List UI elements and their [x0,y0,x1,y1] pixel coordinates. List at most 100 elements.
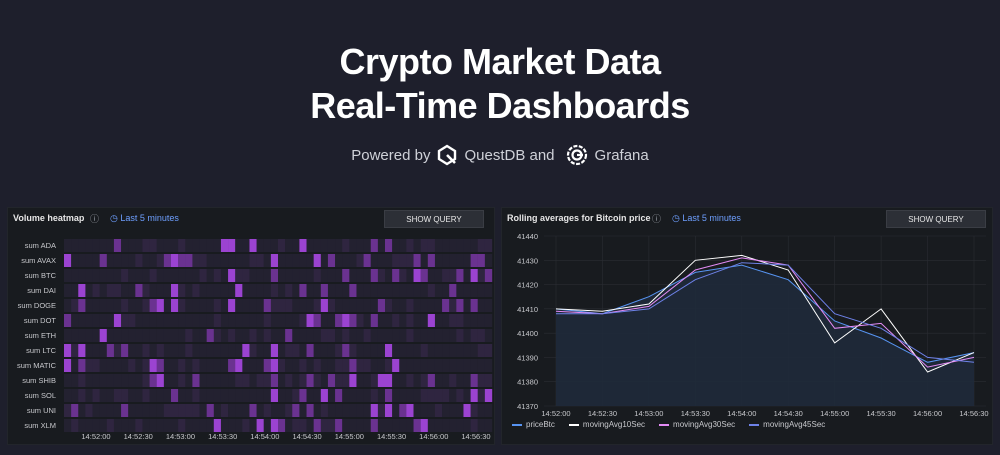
y-tick-label: 41410 [517,305,538,314]
heatmap-cell [242,404,250,417]
heatmap-cell [178,374,186,387]
heatmap-cell [92,269,100,282]
hero-section: Crypto Market Data Real-Time Dashboards … [0,0,1000,200]
heatmap-cell [320,329,329,342]
heatmap-cell [356,419,364,432]
heatmap-cell [178,254,186,267]
heatmap-cell [434,269,443,282]
heatmap-cell [228,239,236,252]
heatmap-cell [149,299,157,312]
show-query-button[interactable]: SHOW QUERY [384,210,484,228]
heatmap-cell [64,284,72,297]
heatmap-cell [370,314,379,327]
heatmap-cell [106,374,115,387]
heatmap-cell [370,374,379,387]
heatmap-cell [235,359,243,372]
heatmap-cell [220,419,229,432]
heatmap-cell [256,374,264,387]
legend-swatch [659,423,670,426]
heatmap-cell [220,254,229,267]
heatmap-cell [327,404,336,417]
heatmap-cell [64,359,72,372]
heatmap-cell [399,359,407,372]
heatmap-cell [99,284,107,297]
legend-swatch [749,423,760,426]
heatmap-cell [413,359,421,372]
heatmap-cell [413,329,421,342]
questdb-label[interactable]: QuestDB and [464,146,555,164]
heatmap-cell [99,299,107,312]
heatmap-cell [113,359,122,372]
heatmap-cell [199,239,207,252]
y-tick-label: 41440 [517,232,538,241]
info-icon[interactable]: ⓘ [90,214,100,224]
heatmap-cell [285,239,293,252]
heatmap-cell [463,329,471,342]
heatmap-cell [106,239,115,252]
heatmap-cell [85,239,93,252]
heatmap-cell [477,419,486,432]
heatmap-cell [135,404,143,417]
heatmap-cell [449,389,457,402]
heatmap-cell [263,419,272,432]
heatmap-cell [192,419,200,432]
heatmap-cell [220,284,229,297]
heatmap-cell [113,374,122,387]
heatmap-cell [128,344,136,357]
heatmap-cell [278,239,286,252]
heatmap-cell [78,329,86,342]
heatmap-row-label: sum UNI [27,406,56,415]
heatmap-cell [213,269,222,282]
heatmap-cell [235,284,243,297]
show-query-button[interactable]: SHOW QUERY [886,210,986,228]
heatmap-cell [228,254,236,267]
heatmap-cell [477,329,486,342]
heatmap-cell [449,344,457,357]
heatmap-cell [342,359,350,372]
heatmap-cell [306,419,314,432]
legend-item[interactable]: movingAvg45Sec [749,420,825,429]
legend-item[interactable]: movingAvg30Sec [659,420,735,429]
heatmap-cell [192,344,200,357]
heatmap-cell [327,299,336,312]
heatmap-cell [235,419,243,432]
heatmap-cell [242,374,250,387]
heatmap-cell [128,254,136,267]
heatmap-cell [434,389,443,402]
time-range[interactable]: ◷ Last 5 minutes [110,213,179,224]
heatmap-cell [399,269,407,282]
heatmap-cell [135,329,143,342]
heatmap-cell [327,359,336,372]
heatmap-cell [327,269,336,282]
time-range[interactable]: ◷ Last 5 minutes [672,213,741,224]
clock-icon: ◷ [672,213,680,223]
heatmap-cell [242,419,250,432]
heatmap-cell [313,254,321,267]
heatmap-cell [484,299,493,312]
heatmap-cell [285,389,293,402]
heatmap-cell [292,239,300,252]
heatmap-cell [385,419,393,432]
heatmap-cell [477,404,486,417]
series-line-movingAvg45Sec [556,262,975,363]
heatmap-cell [370,254,379,267]
heatmap-cell [185,329,193,342]
heatmap-cell [270,314,279,327]
heatmap-cell [299,329,307,342]
heatmap-cell [235,269,243,282]
info-icon[interactable]: ⓘ [652,214,662,224]
heatmap-cell [156,299,165,312]
heatmap-cell [92,299,100,312]
legend-item[interactable]: priceBtc [512,420,555,429]
grafana-label[interactable]: Grafana [594,146,649,164]
x-tick-label: 14:52:30 [124,432,153,441]
heatmap-cell [456,299,464,312]
heatmap-cell [270,404,279,417]
heatmap-cell [149,329,157,342]
legend-item[interactable]: movingAvg10Sec [568,420,645,429]
heatmap-cell [199,299,207,312]
heatmap-cell [263,389,272,402]
heatmap-cell [206,314,214,327]
heatmap-cell [399,284,407,297]
heatmap-cell [370,299,379,312]
